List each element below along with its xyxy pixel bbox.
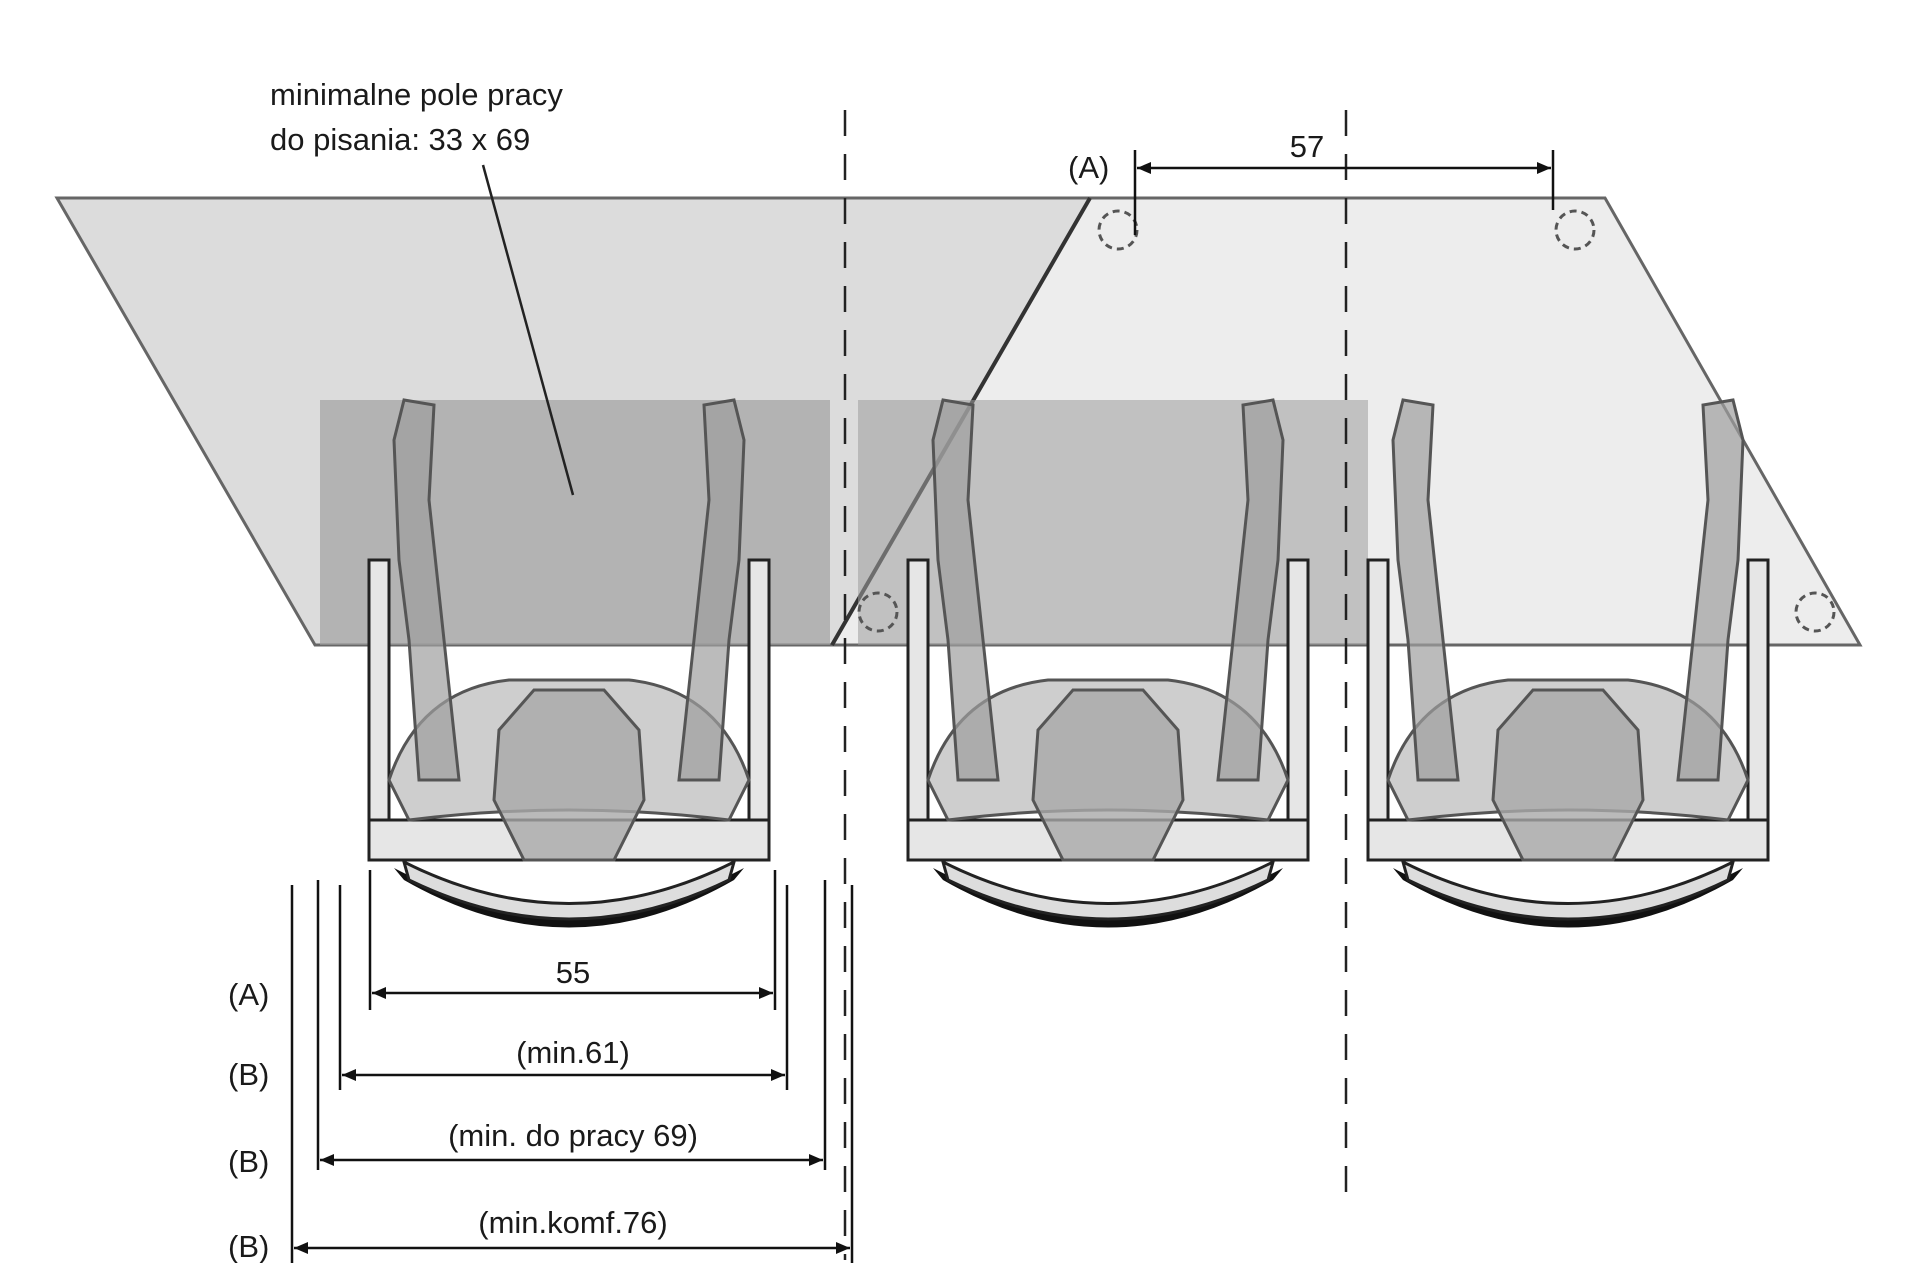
dim-1-value: 55 <box>556 955 590 990</box>
callout-line2: do pisania: 33 x 69 <box>270 122 530 157</box>
dim-3-value: (min. do pracy 69) <box>448 1118 698 1153</box>
dim-1-row: (A) <box>228 977 269 1012</box>
callout-line1: minimalne pole pracy <box>270 77 563 112</box>
dim-3-row: (B) <box>228 1144 269 1179</box>
dim-4-row: (B) <box>228 1229 269 1263</box>
top-dim-label: (A) <box>1068 150 1109 185</box>
top-dim-value: 57 <box>1290 129 1324 164</box>
dim-2-value: (min.61) <box>516 1035 630 1070</box>
dim-2-row: (B) <box>228 1057 269 1092</box>
dim-4-value: (min.komf.76) <box>478 1205 667 1240</box>
